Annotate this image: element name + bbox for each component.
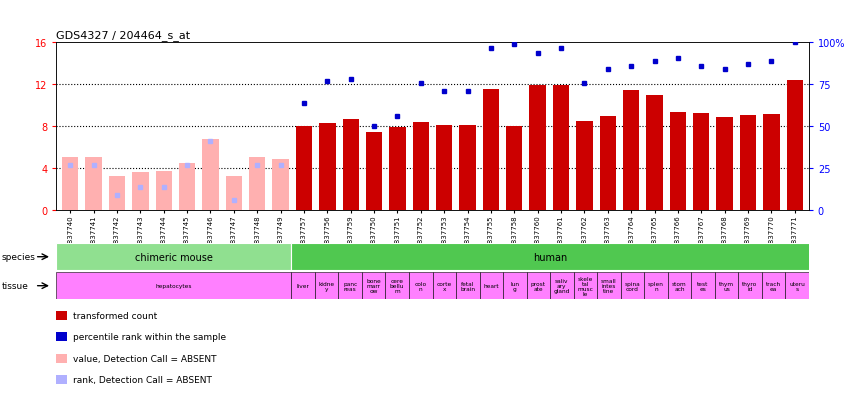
Text: human: human	[533, 252, 567, 262]
Bar	[762, 273, 785, 299]
Bar	[623, 90, 639, 211]
Text: lun
g: lun g	[510, 281, 519, 291]
Bar	[479, 273, 503, 299]
Text: transformed count: transformed count	[73, 311, 157, 320]
Text: trach
ea: trach ea	[766, 281, 781, 291]
Bar	[202, 140, 219, 211]
Text: test
es: test es	[697, 281, 708, 291]
Text: GDS4327 / 204464_s_at: GDS4327 / 204464_s_at	[56, 31, 190, 41]
Text: panc
reas: panc reas	[343, 281, 357, 291]
Text: corte
x: corte x	[437, 281, 452, 291]
Bar	[506, 127, 522, 211]
Bar	[691, 273, 714, 299]
Bar	[179, 164, 195, 211]
Bar	[670, 112, 686, 211]
Bar	[386, 273, 409, 299]
Bar	[226, 176, 242, 211]
Bar	[576, 122, 593, 211]
Bar	[109, 176, 125, 211]
Text: skele
tal
musc
le: skele tal musc le	[578, 276, 593, 296]
Bar	[550, 273, 573, 299]
Text: hepatocytes: hepatocytes	[156, 283, 192, 289]
Text: small
intes
tine: small intes tine	[601, 278, 617, 294]
Text: cere
bellu
m: cere bellu m	[390, 278, 405, 294]
Bar	[156, 172, 172, 211]
Bar	[527, 273, 550, 299]
Bar	[409, 273, 432, 299]
Bar	[413, 123, 429, 211]
Bar	[315, 273, 338, 299]
Text: saliv
ary
gland: saliv ary gland	[554, 278, 570, 294]
Bar	[786, 81, 803, 211]
Bar	[573, 273, 597, 299]
Bar	[646, 96, 663, 211]
Bar	[56, 244, 292, 271]
Bar	[668, 273, 691, 299]
Text: colo
n: colo n	[414, 281, 426, 291]
Bar	[599, 116, 616, 211]
Bar	[132, 173, 149, 211]
Bar	[56, 273, 292, 299]
Bar	[292, 244, 821, 271]
Text: kidne
y: kidne y	[318, 281, 335, 291]
Bar	[272, 159, 289, 211]
Bar	[296, 127, 312, 211]
Bar	[86, 157, 102, 211]
Text: splen
n: splen n	[648, 281, 663, 291]
Bar	[693, 114, 709, 211]
Bar	[456, 273, 479, 299]
Text: thyro
id: thyro id	[742, 281, 758, 291]
Text: thym
us: thym us	[719, 281, 734, 291]
Bar	[343, 120, 359, 211]
Text: fetal
brain: fetal brain	[460, 281, 475, 291]
Bar	[62, 157, 79, 211]
Bar	[436, 126, 452, 211]
Bar	[738, 273, 762, 299]
Bar	[714, 273, 738, 299]
Bar	[362, 273, 386, 299]
Bar	[338, 273, 362, 299]
Bar	[716, 118, 733, 211]
Text: chimeric mouse: chimeric mouse	[135, 252, 213, 262]
Text: uteru
s: uteru s	[789, 281, 805, 291]
Text: percentile rank within the sample: percentile rank within the sample	[73, 332, 226, 342]
Text: species: species	[2, 253, 35, 261]
Bar	[483, 89, 499, 211]
Text: liver: liver	[297, 283, 310, 289]
Bar	[597, 273, 620, 299]
Text: prost
ate: prost ate	[531, 281, 546, 291]
Bar	[785, 273, 809, 299]
Text: tissue: tissue	[2, 282, 29, 290]
Text: heart: heart	[484, 283, 499, 289]
Bar	[389, 128, 406, 211]
Text: spina
cord: spina cord	[625, 281, 640, 291]
Bar	[644, 273, 668, 299]
Text: value, Detection Call = ABSENT: value, Detection Call = ABSENT	[73, 354, 216, 363]
Bar	[553, 86, 569, 211]
Bar	[621, 273, 644, 299]
Text: bone
marr
ow: bone marr ow	[367, 278, 381, 294]
Bar	[366, 132, 382, 211]
Text: stom
ach: stom ach	[672, 281, 687, 291]
Bar	[763, 114, 779, 211]
Bar	[529, 86, 546, 211]
Bar	[292, 273, 315, 299]
Bar	[249, 157, 266, 211]
Bar	[459, 126, 476, 211]
Bar	[503, 273, 527, 299]
Bar	[740, 116, 756, 211]
Bar	[319, 124, 336, 211]
Bar	[432, 273, 456, 299]
Text: rank, Detection Call = ABSENT: rank, Detection Call = ABSENT	[73, 375, 212, 385]
